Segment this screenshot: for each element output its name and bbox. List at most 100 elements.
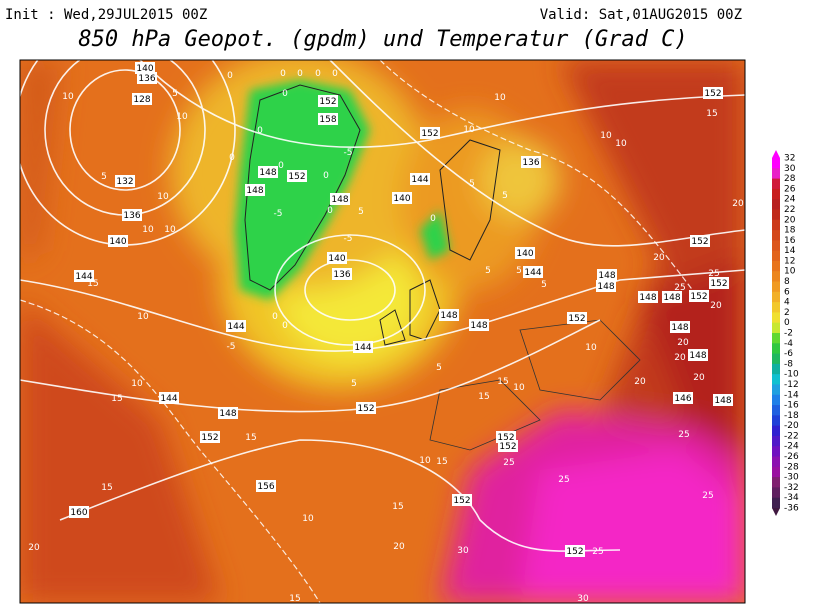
geopotential-label: 152 — [710, 279, 727, 289]
temperature-label: 20 — [732, 199, 744, 209]
temperature-label: 0 — [272, 312, 278, 322]
temperature-label: 10 — [62, 92, 74, 102]
geopotential-label: 140 — [393, 194, 410, 204]
label-box — [498, 440, 518, 452]
colorbar-label: -34 — [784, 493, 799, 503]
colorbar-swatch — [772, 312, 780, 324]
geopotential-label: 152 — [704, 89, 721, 99]
colorbar-label: 22 — [784, 205, 795, 215]
temperature-label: 10 — [463, 125, 475, 135]
temperature-label: 10 — [131, 379, 143, 389]
colorbar-label: 10 — [784, 267, 796, 277]
colorbar-arrow — [772, 508, 780, 516]
temperature-label: 10 — [176, 112, 188, 122]
colorbar-swatch — [772, 199, 780, 210]
temperature-label: 0 — [227, 71, 233, 81]
temperature-label: 0 — [278, 161, 284, 171]
geopotential-label: 152 — [201, 433, 218, 443]
temperature-label: 5 — [516, 266, 522, 276]
label-box — [597, 269, 617, 281]
temperature-label: -5 — [227, 342, 236, 352]
temperature-label: 0 — [229, 153, 235, 163]
temperature-label: 20 — [677, 338, 689, 348]
label-box — [567, 312, 587, 324]
geopotential-label: 152 — [690, 292, 707, 302]
colorbar-swatch — [772, 363, 780, 375]
label-box — [673, 392, 693, 404]
colorbar-swatch — [772, 250, 780, 262]
colorbar-swatch — [772, 405, 780, 416]
colorbar-swatch — [772, 188, 780, 200]
temperature-label: 10 — [157, 192, 169, 202]
colorbar-label: -24 — [784, 442, 799, 452]
label-box — [638, 291, 658, 303]
label-box — [392, 192, 412, 204]
temperature-label: 5 — [436, 363, 442, 373]
temperature-label: 0 — [323, 171, 329, 181]
colorbar-label: 12 — [784, 256, 795, 266]
label-box — [690, 235, 710, 247]
temperature-label: 20 — [653, 253, 665, 263]
temperature-label: 15 — [87, 279, 98, 289]
temperature-label: -5 — [344, 234, 353, 244]
label-box — [469, 319, 489, 331]
label-box — [410, 173, 430, 185]
colorbar-label: 28 — [784, 174, 796, 184]
temperature-label: 0 — [257, 126, 263, 136]
temperature-label: 5 — [541, 280, 547, 290]
geopotential-label: 152 — [288, 172, 305, 182]
colorbar-swatch — [772, 353, 780, 365]
temperature-label: 20 — [634, 377, 646, 387]
label-box — [318, 113, 338, 125]
label-box — [356, 402, 376, 414]
colorbar-swatch — [772, 374, 780, 385]
temperature-label: -5 — [274, 209, 283, 219]
geopotential-label: 156 — [257, 482, 274, 492]
geopotential-label: 148 — [219, 409, 236, 419]
temperature-label: 0 — [282, 89, 288, 99]
geopotential-label: 144 — [227, 322, 244, 332]
geopotential-label: 152 — [499, 442, 516, 452]
geopotential-label: 140 — [328, 254, 345, 264]
temperature-label: 10 — [302, 514, 314, 524]
colorbar-swatch — [772, 178, 780, 190]
temperature-label: 5 — [358, 207, 364, 217]
colorbar-swatch — [772, 394, 780, 406]
label-box — [74, 270, 94, 282]
valid-time: Valid: Sat,01AUG2015 00Z — [540, 7, 742, 23]
colorbar-swatch — [772, 230, 780, 241]
geopotential-label: 148 — [597, 282, 614, 292]
geopotential-label: 136 — [522, 158, 539, 168]
colorbar-swatch — [772, 291, 780, 303]
geopotential-label: 148 — [689, 351, 706, 361]
label-box — [703, 87, 723, 99]
map-title: 850 hPa Geopot. (gpdm) und Temperatur (G… — [78, 27, 687, 52]
label-box — [420, 127, 440, 139]
colorbar-label: 16 — [784, 236, 796, 246]
colorbar-label: -4 — [784, 339, 793, 349]
label-box — [523, 266, 543, 278]
label-box — [565, 545, 585, 557]
colorbar-label: -36 — [784, 504, 799, 514]
label-box — [115, 175, 135, 187]
geopotential-label: 148 — [470, 321, 487, 331]
temperature-label: 15 — [497, 377, 508, 387]
colorbar-label: 24 — [784, 195, 796, 205]
colorbar-swatch — [772, 260, 780, 272]
temperature-label: 25 — [503, 458, 514, 468]
geopotential-label: 148 — [663, 293, 680, 303]
geopotential-label: 146 — [674, 394, 691, 404]
colorbar-swatch — [772, 281, 780, 293]
label-box — [689, 290, 709, 302]
geopotential-label: 136 — [138, 74, 155, 84]
geopotential-label: 148 — [331, 195, 348, 205]
geopotential-label: 152 — [497, 433, 514, 443]
colorbar-label: 26 — [784, 184, 796, 194]
temperature-label: 5 — [101, 172, 107, 182]
colorbar-label: -12 — [784, 380, 799, 390]
label-box — [662, 291, 682, 303]
temperature-label: 15 — [392, 502, 403, 512]
temperature-label: 15 — [245, 433, 256, 443]
colorbar-label: -2 — [784, 329, 793, 339]
temperature-label: 10 — [513, 383, 525, 393]
